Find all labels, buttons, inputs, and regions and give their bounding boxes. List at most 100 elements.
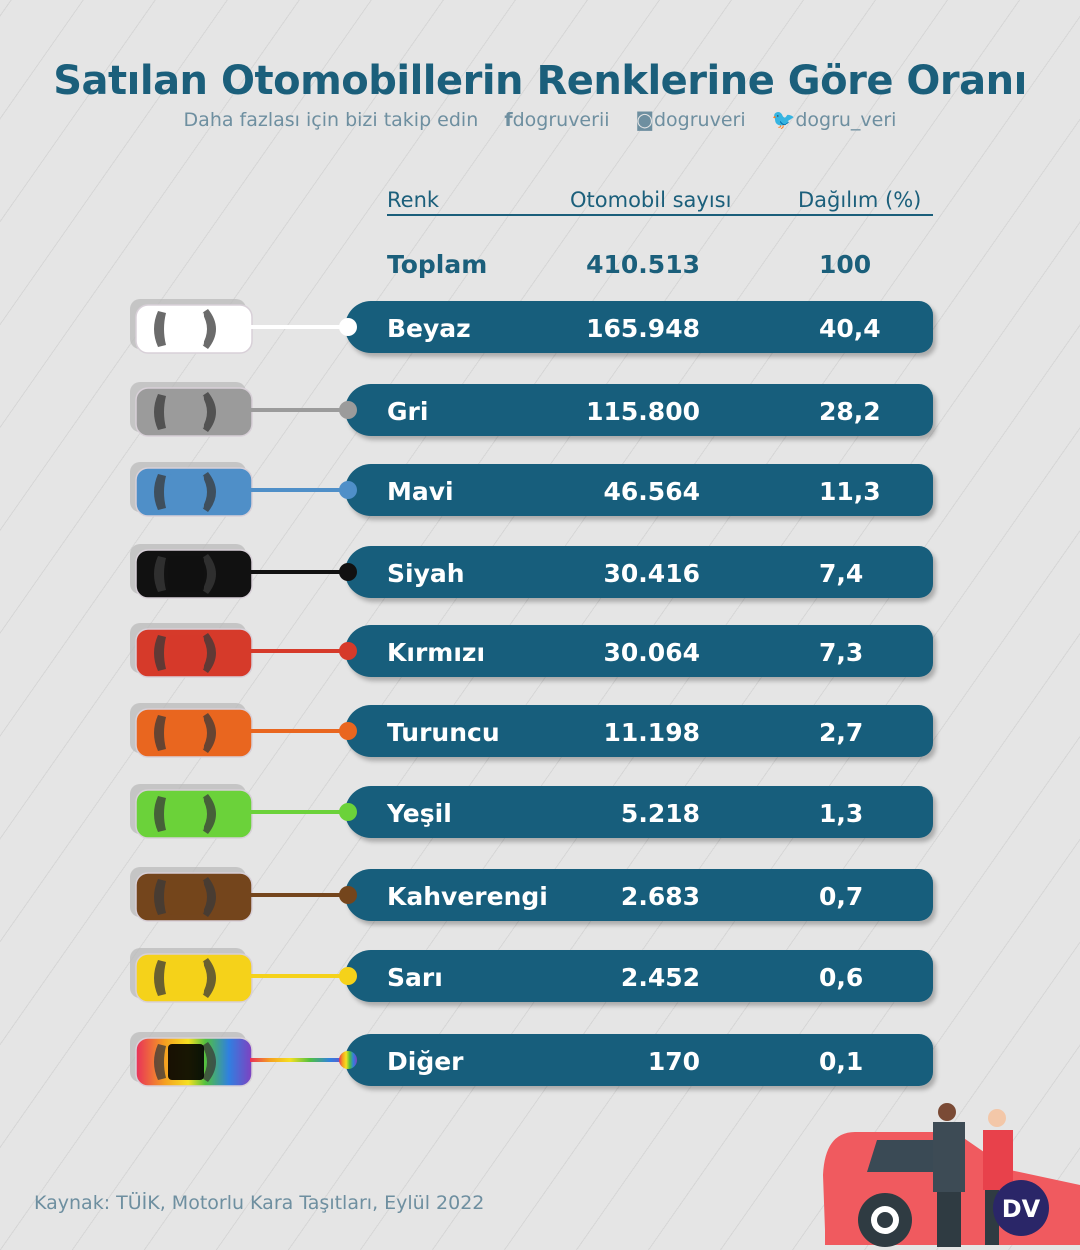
color-dot xyxy=(339,563,357,581)
car-icon xyxy=(128,699,258,767)
car-count: 30.064 xyxy=(603,638,700,667)
connector-line xyxy=(250,729,350,733)
table-row: Diğer 170 0,1 xyxy=(0,1032,1080,1087)
table-row: Siyah 30.416 7,4 xyxy=(0,544,1080,599)
car-count: 11.198 xyxy=(603,718,700,747)
share-pct: 11,3 xyxy=(819,477,881,506)
connector-line xyxy=(250,974,350,978)
svg-text:DV: DV xyxy=(1002,1195,1041,1223)
color-name: Turuncu xyxy=(387,718,500,747)
connector-line xyxy=(250,1058,350,1062)
twitter-icon: 🐦 xyxy=(771,109,796,131)
color-dot xyxy=(339,967,357,985)
connector-line xyxy=(250,649,350,653)
share-pct: 40,4 xyxy=(819,314,881,343)
car-count: 5.218 xyxy=(620,799,700,828)
car-count: 46.564 xyxy=(603,477,700,506)
color-name: Kırmızı xyxy=(387,638,486,667)
color-dot xyxy=(339,642,357,660)
follow-text: Daha fazlası için bizi takip edin xyxy=(183,109,479,131)
table-row: Kahverengi 2.683 0,7 xyxy=(0,867,1080,922)
car-icon xyxy=(128,863,258,931)
share-pct: 0,1 xyxy=(819,1047,864,1076)
row-bar: Siyah 30.416 7,4 xyxy=(345,546,933,598)
row-bar: Turuncu 11.198 2,7 xyxy=(345,705,933,757)
car-icon xyxy=(128,295,258,363)
table-row: Mavi 46.564 11,3 xyxy=(0,462,1080,517)
share-pct: 7,4 xyxy=(819,559,864,588)
color-dot xyxy=(339,1051,357,1069)
car-count: 2.452 xyxy=(620,963,700,992)
car-count: 165.948 xyxy=(586,314,700,343)
car-icon xyxy=(128,780,258,848)
follow-line: Daha fazlası için bizi takip edin fdogru… xyxy=(0,108,1080,131)
connector-line xyxy=(250,570,350,574)
color-name: Gri xyxy=(387,397,429,426)
twitter-link[interactable]: 🐦dogru_veri xyxy=(771,109,897,131)
table-row: Yeşil 5.218 1,3 xyxy=(0,784,1080,839)
instagram-icon: ◙ xyxy=(635,109,654,131)
total-pct: 100 xyxy=(819,250,872,279)
connector-line xyxy=(250,408,350,412)
row-bar: Gri 115.800 28,2 xyxy=(345,384,933,436)
car-count: 170 xyxy=(647,1047,700,1076)
row-bar: Kahverengi 2.683 0,7 xyxy=(345,869,933,921)
car-icon xyxy=(128,619,258,687)
share-pct: 2,7 xyxy=(819,718,864,747)
color-name: Kahverengi xyxy=(387,882,548,911)
header-count: Otomobil sayısı xyxy=(570,188,732,212)
table-row: Gri 115.800 28,2 xyxy=(0,382,1080,437)
row-bar: Kırmızı 30.064 7,3 xyxy=(345,625,933,677)
color-name: Beyaz xyxy=(387,314,471,343)
color-dot xyxy=(339,722,357,740)
facebook-link[interactable]: fdogruverii xyxy=(504,109,610,131)
car-icon xyxy=(128,540,258,608)
header-pct: Dağılım (%) xyxy=(798,188,922,212)
source-note: Kaynak: TÜİK, Motorlu Kara Taşıtları, Ey… xyxy=(34,1192,485,1214)
color-dot xyxy=(339,318,357,336)
color-name: Yeşil xyxy=(387,799,452,828)
page-title: Satılan Otomobillerin Renklerine Göre Or… xyxy=(53,58,1027,104)
car-icon xyxy=(128,1028,258,1096)
share-pct: 7,3 xyxy=(819,638,864,667)
connector-line xyxy=(250,810,350,814)
color-dot xyxy=(339,886,357,904)
color-name: Sarı xyxy=(387,963,443,992)
car-icon xyxy=(128,458,258,526)
total-label: Toplam xyxy=(387,250,488,279)
row-bar: Mavi 46.564 11,3 xyxy=(345,464,933,516)
table-row: Beyaz 165.948 40,4 xyxy=(0,299,1080,354)
row-bar: Yeşil 5.218 1,3 xyxy=(345,786,933,838)
car-count: 30.416 xyxy=(603,559,700,588)
car-sale-illustration: DV xyxy=(823,1103,1080,1247)
color-dot xyxy=(339,803,357,821)
color-dot xyxy=(339,481,357,499)
header-underline xyxy=(387,214,933,216)
share-pct: 0,7 xyxy=(819,882,864,911)
color-name: Diğer xyxy=(387,1047,464,1076)
row-bar: Diğer 170 0,1 xyxy=(345,1034,933,1086)
row-bar: Beyaz 165.948 40,4 xyxy=(345,301,933,353)
header-renk: Renk xyxy=(387,188,440,212)
car-icon xyxy=(128,378,258,446)
color-dot xyxy=(339,401,357,419)
car-count: 115.800 xyxy=(586,397,700,426)
car-icon xyxy=(128,944,258,1012)
color-name: Mavi xyxy=(387,477,454,506)
table-row: Sarı 2.452 0,6 xyxy=(0,948,1080,1003)
row-bar: Sarı 2.452 0,6 xyxy=(345,950,933,1002)
table-row: Turuncu 11.198 2,7 xyxy=(0,703,1080,758)
connector-line xyxy=(250,325,350,329)
instagram-link[interactable]: ◙dogruveri xyxy=(635,109,746,131)
color-name: Siyah xyxy=(387,559,465,588)
share-pct: 28,2 xyxy=(819,397,881,426)
total-count: 410.513 xyxy=(586,250,700,279)
connector-line xyxy=(250,488,350,492)
table-row: Kırmızı 30.064 7,3 xyxy=(0,623,1080,678)
car-count: 2.683 xyxy=(620,882,700,911)
connector-line xyxy=(250,893,350,897)
share-pct: 1,3 xyxy=(819,799,864,828)
facebook-icon: f xyxy=(504,109,513,131)
dv-logo xyxy=(993,1180,1049,1236)
share-pct: 0,6 xyxy=(819,963,864,992)
